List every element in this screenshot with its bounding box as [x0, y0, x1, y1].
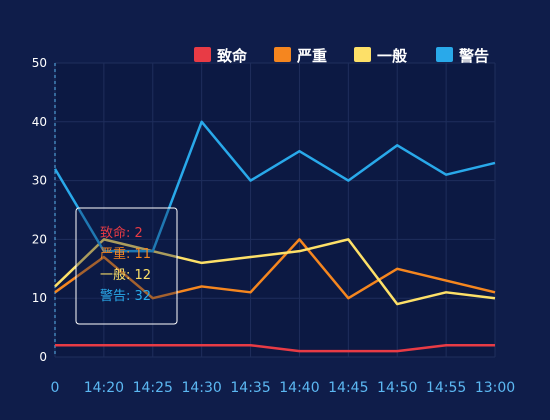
x-tick-label: 14:55 — [426, 380, 466, 396]
x-tick-label: 14:30 — [181, 380, 221, 396]
x-axis: 0 14:20 14:25 14:30 14:35 14:40 14:45 14:50 14:5… — [51, 380, 516, 396]
series-line-致命 — [55, 343, 495, 353]
x-tick-label: 14:40 — [279, 380, 319, 396]
legend-swatch — [354, 47, 371, 62]
tooltip-line: 警告: 32 — [100, 288, 151, 304]
x-tick-label: 13:00 — [475, 380, 515, 396]
series-line-严重 — [54, 238, 496, 300]
tooltip: 致命: 2 严重: 11 一般: 12 警告: 32 — [75, 207, 178, 325]
legend-item[interactable]: 一般 — [354, 47, 407, 65]
legend-label: 一般 — [377, 47, 407, 65]
y-tick-label: 10 — [32, 291, 47, 305]
tooltip-line: 一般: 12 — [100, 267, 151, 283]
legend-item[interactable]: 警告 — [436, 47, 489, 65]
y-axis: 0 10 20 30 40 50 — [32, 56, 47, 364]
y-tick-label: 40 — [32, 115, 47, 129]
legend: 致命 严重 一般 警告 — [194, 47, 489, 65]
legend-swatch — [436, 47, 453, 62]
tooltip-box — [75, 207, 178, 325]
x-tick-label: 14:35 — [230, 380, 270, 396]
y-tick-label: 50 — [32, 56, 47, 70]
legend-label: 警告 — [458, 47, 489, 65]
tooltip-line: 严重: 11 — [100, 246, 151, 262]
series-line-一般 — [54, 238, 496, 306]
legend-swatch — [274, 47, 291, 62]
y-tick-label: 0 — [39, 350, 47, 364]
series-line-警告 — [53, 120, 496, 253]
x-tick-label: 14:45 — [328, 380, 368, 396]
legend-item[interactable]: 严重 — [274, 47, 327, 65]
legend-label: 严重 — [296, 47, 327, 65]
x-tick-label: 14:20 — [84, 380, 124, 396]
x-tick-label: 14:50 — [377, 380, 417, 396]
x-tick-label: 14:25 — [133, 380, 173, 396]
series-lines — [53, 120, 496, 353]
y-tick-label: 20 — [32, 232, 47, 246]
y-tick-label: 30 — [32, 174, 47, 188]
grid — [54, 62, 496, 358]
plot-area — [55, 63, 495, 357]
tooltip-line: 致命: 2 — [100, 225, 143, 241]
legend-swatch — [194, 47, 211, 62]
legend-label: 致命 — [217, 47, 248, 65]
x-tick-label: 0 — [51, 380, 60, 396]
legend-item[interactable]: 致命 — [194, 47, 248, 65]
